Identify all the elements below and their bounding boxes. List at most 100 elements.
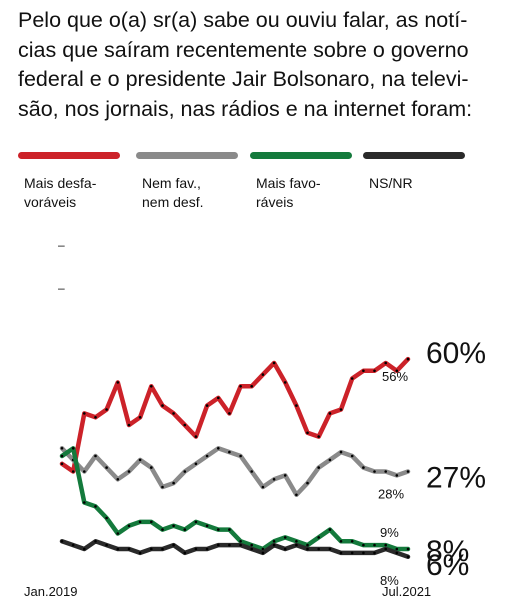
title-line: Pelo que o(a) sr(a) sabe ou ouviu falar,… [18, 8, 468, 32]
data-point [362, 543, 365, 547]
data-point [194, 435, 198, 438]
legend-label-line: Nem fav., [142, 175, 201, 191]
data-point [116, 532, 120, 535]
data-point [105, 466, 108, 469]
legend-label: Mais desfa- voráveis [24, 174, 144, 212]
data-point [71, 447, 75, 450]
data-point [306, 481, 309, 485]
data-point [395, 369, 399, 373]
data-point [150, 466, 153, 469]
data-point [283, 474, 287, 477]
series-mais-favor-veis: 8% 9% [59, 446, 469, 568]
data-point [183, 528, 187, 531]
data-point [228, 543, 231, 547]
data-point [384, 547, 388, 551]
data-point [283, 381, 287, 384]
data-point [317, 466, 321, 469]
legend-label-line: NS/NR [369, 175, 413, 191]
series-line [59, 539, 411, 560]
series-last-data-label: 56% [382, 369, 408, 384]
data-point [295, 543, 298, 547]
data-point [94, 416, 97, 419]
legend-swatch [18, 152, 120, 159]
data-point [384, 361, 388, 365]
data-point [60, 540, 64, 543]
data-point [339, 540, 343, 543]
data-point [362, 551, 365, 555]
y-axis-tick: – [58, 238, 65, 252]
data-point [350, 551, 354, 555]
legend-label-line: Mais desfa- [24, 175, 97, 191]
data-point [228, 450, 231, 454]
data-point [150, 520, 153, 524]
data-point [339, 551, 343, 555]
data-point [150, 385, 153, 388]
legend-label: NS/NR [369, 174, 489, 193]
legend-label-line: ráveis [256, 194, 294, 210]
data-point [127, 423, 131, 427]
data-point [295, 404, 298, 407]
data-point [328, 458, 332, 462]
data-point [138, 416, 142, 419]
data-point [105, 408, 108, 411]
data-point [384, 470, 388, 473]
legend-label-line: nem desf. [142, 194, 204, 210]
data-point [283, 536, 287, 539]
data-point [94, 540, 97, 543]
series-ns-nr: 6% 8% [59, 539, 469, 588]
series-end-value: 60% [426, 337, 486, 370]
title-line: são, nos jornais, nas rádios e na intern… [18, 96, 473, 121]
data-point [373, 369, 376, 373]
data-point [373, 551, 376, 555]
data-point [261, 547, 265, 551]
data-point [138, 551, 142, 555]
data-point [395, 474, 399, 477]
data-point [60, 462, 64, 466]
data-point [406, 357, 410, 361]
data-point [205, 404, 209, 407]
data-point [217, 447, 220, 450]
data-point [228, 528, 231, 531]
series-line [59, 446, 411, 498]
data-point [217, 528, 220, 531]
data-point [295, 540, 298, 543]
data-point [161, 485, 164, 489]
title-line: federal e o presidente Jair Bolsonaro, n… [18, 67, 469, 91]
data-point [272, 361, 276, 365]
data-point [406, 470, 410, 473]
data-point [183, 470, 187, 473]
data-point [250, 543, 253, 547]
data-point [395, 551, 399, 555]
data-point [317, 536, 321, 539]
data-point [94, 505, 97, 508]
data-point [71, 470, 75, 473]
data-point [272, 478, 276, 481]
legend-label: Nem fav., nem desf. [142, 174, 262, 212]
data-point [161, 528, 164, 531]
series-end-value: 8% [426, 535, 469, 568]
y-axis-tick: – [58, 281, 65, 295]
chart-question-title: Pelo que o(a) sr(a) sabe ou ouviu falar,… [18, 6, 498, 124]
data-point [116, 381, 120, 384]
data-point [183, 423, 187, 427]
series-last-data-label: 9% [380, 525, 399, 540]
data-point [161, 547, 164, 551]
data-point [116, 478, 120, 481]
data-point [339, 408, 343, 411]
data-point [406, 547, 410, 551]
data-point [295, 493, 298, 497]
data-point [161, 404, 164, 407]
data-point [261, 373, 265, 376]
data-point [250, 547, 253, 551]
data-point [205, 524, 209, 528]
data-point [83, 547, 86, 551]
data-point [83, 501, 86, 504]
data-point [317, 547, 321, 551]
data-point [239, 454, 242, 458]
legend-swatch [363, 152, 465, 159]
series-line [59, 356, 411, 474]
legend-label-line: Mais favo- [256, 175, 321, 191]
data-point [217, 543, 220, 547]
data-point [194, 520, 198, 524]
legend-swatch [250, 152, 352, 159]
